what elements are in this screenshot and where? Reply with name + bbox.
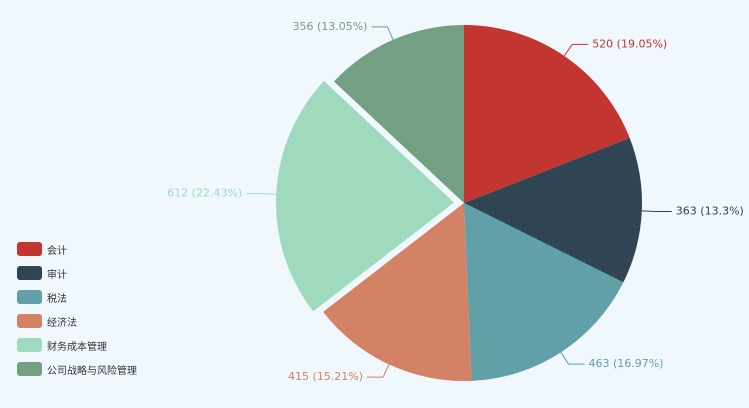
legend-label: 审计: [47, 269, 67, 281]
legend-swatch: [17, 266, 42, 280]
legend-item-kuaiji[interactable]: 会计: [17, 237, 137, 261]
legend-swatch: [17, 290, 42, 304]
legend-item-jingjifa[interactable]: 经济法: [17, 309, 137, 333]
pie-slices: [276, 25, 643, 381]
legend-item-shenji[interactable]: 审计: [17, 261, 137, 285]
legend-swatch: [17, 314, 42, 328]
chart-legend: 会计 审计 税法 经济法 财务成本管理 公司战略与风险管理: [17, 237, 137, 381]
slice-label-zhanlue: 356 (13.05%): [292, 20, 367, 33]
legend-label: 公司战略与风险管理: [47, 365, 137, 377]
legend-label: 财务成本管理: [47, 341, 107, 353]
leader-line-zhanlue: [371, 26, 394, 40]
slice-label-kuaiji: 520 (19.05%): [592, 37, 667, 50]
slice-label-jingjifa: 415 (15.21%): [288, 370, 363, 383]
legend-item-zhanlue[interactable]: 公司战略与风险管理: [17, 357, 137, 381]
leader-line-shenji: [641, 210, 672, 213]
label-leader-lines: [246, 26, 672, 378]
pie-slice-zhanlue[interactable]: [333, 25, 464, 203]
legend-label: 税法: [47, 293, 67, 305]
legend-swatch: [17, 362, 42, 376]
pie-slice-shenji[interactable]: [464, 138, 643, 283]
leader-line-kuaiji: [563, 43, 589, 57]
slice-labels: 520 (19.05%) 363 (13.3%) 463 (16.97%) 415 (…: [167, 20, 744, 383]
pie-slice-kuaiji[interactable]: [464, 25, 630, 203]
leader-line-jingjifa: [367, 364, 390, 378]
slice-label-caiwu: 612 (22.43%): [167, 187, 242, 200]
pie-slice-shuifa[interactable]: [464, 203, 624, 381]
legend-swatch: [17, 242, 42, 256]
legend-item-caiwu[interactable]: 财务成本管理: [17, 333, 137, 357]
legend-label: 经济法: [47, 317, 77, 329]
legend-label: 会计: [47, 245, 67, 257]
legend-item-shuifa[interactable]: 税法: [17, 285, 137, 309]
pie-slice-jingjifa[interactable]: [323, 203, 472, 381]
pie-slice-caiwu[interactable]: [276, 81, 455, 312]
leader-line-caiwu: [246, 193, 277, 195]
slice-label-shenji: 363 (13.3%): [676, 205, 744, 218]
slice-label-shuifa: 463 (16.97%): [589, 357, 664, 370]
legend-swatch: [17, 338, 42, 352]
leader-line-shuifa: [560, 352, 585, 365]
